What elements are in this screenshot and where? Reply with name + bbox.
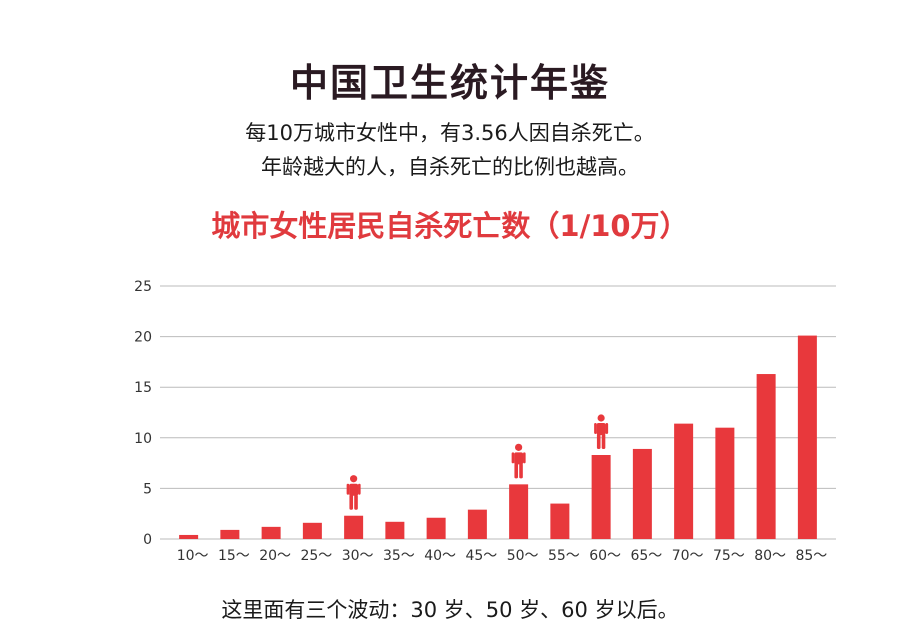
x-tick-label-13: 75～ (713, 548, 745, 564)
y-tick-label-2: 10 (134, 431, 152, 447)
bars (179, 335, 817, 539)
x-tick-label-9: 55～ (548, 548, 580, 564)
x-tick-label-12: 70～ (672, 548, 704, 564)
footnote: 这里面有三个波动：30 岁、50 岁、60 岁以后。 (221, 598, 679, 622)
grid-lines (160, 285, 836, 540)
x-tick-label-15: 85～ (795, 548, 827, 564)
bar-11 (632, 448, 652, 539)
x-axis-ticks: 10～ 15～ 20～ 25～ 30～ 35～ 40～ 45～ 50～ 55～ 60～ 65～ 70～ 7… (177, 548, 828, 564)
x-tick-label-8: 50～ (507, 548, 539, 564)
x-tick-label-11: 65～ (630, 548, 662, 564)
bar-8 (509, 484, 529, 539)
page-title: 中国卫生统计年鉴 (289, 61, 610, 105)
person-icon (594, 414, 609, 450)
highlight-icons (346, 414, 609, 510)
bar-9 (550, 503, 570, 539)
subtitle-line-2: 年龄越大的人，自杀死亡的比例也越高。 (261, 155, 639, 179)
x-tick-label-7: 45～ (465, 548, 497, 564)
x-tick-label-4: 30～ (342, 548, 374, 564)
bar-12 (674, 423, 694, 539)
y-tick-label-0: 0 (143, 532, 152, 548)
x-tick-label-1: 15～ (218, 548, 250, 564)
y-axis-ticks: 0 5 10 15 20 25 (134, 279, 152, 548)
y-tick-label-1: 5 (143, 481, 152, 497)
bar-15 (797, 335, 817, 539)
person-icon (511, 443, 526, 479)
bar-14 (756, 374, 776, 539)
bar-2 (261, 526, 281, 539)
bar-13 (715, 427, 735, 539)
bar-4 (344, 515, 364, 539)
bar-7 (467, 509, 487, 539)
x-tick-label-6: 40～ (424, 548, 456, 564)
bar-10 (591, 455, 611, 539)
x-tick-label-0: 10～ (177, 548, 209, 564)
subtitle-line-1: 每10万城市女性中，有3.56人因自杀死亡。 (245, 121, 655, 145)
x-tick-label-2: 20～ (259, 548, 291, 564)
y-tick-label-5: 25 (134, 279, 152, 295)
y-tick-label-4: 20 (134, 330, 152, 346)
person-icon (346, 475, 361, 510)
x-tick-label-10: 60～ (589, 548, 621, 564)
y-tick-label-3: 15 (134, 380, 152, 396)
bar-1 (220, 529, 240, 539)
x-tick-label-5: 35～ (383, 548, 415, 564)
x-tick-label-14: 80～ (754, 548, 786, 564)
x-tick-label-3: 25～ (300, 548, 332, 564)
bar-3 (302, 522, 322, 539)
bar-5 (385, 521, 405, 539)
chart-title: 城市女性居民自杀死亡数（1/10万） (211, 209, 689, 243)
bar-0 (179, 534, 199, 539)
bar-6 (426, 517, 446, 539)
